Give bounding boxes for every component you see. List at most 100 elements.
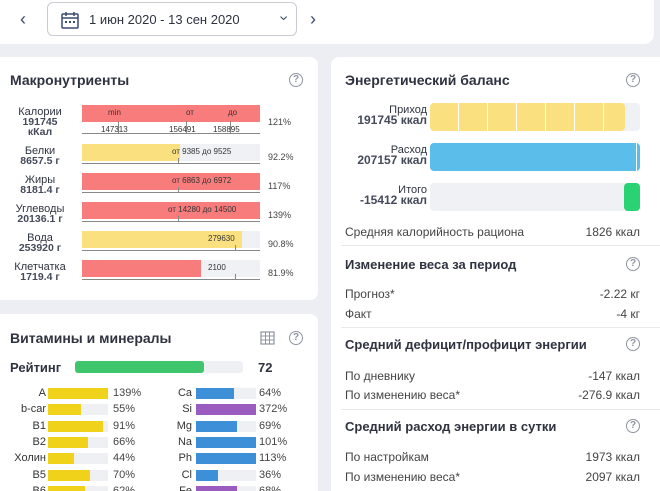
fact-value: -4 кг [616,307,640,321]
settings-value: 1973 ккал [585,450,640,464]
rating-label: Рейтинг [10,360,62,375]
energy-card: Энергетический баланс ? Приход 191745 кка… [331,57,660,491]
mineral-label: Ca [177,387,192,399]
prev-icon[interactable]: ‹ [20,9,26,29]
help-icon[interactable]: ? [289,331,303,345]
vitamin-label: B5 [32,468,46,481]
total-label: Итого -15412 ккал [359,184,427,207]
date-bar: ‹ 1 июн 2020 - 13 сен 2020 › › [0,0,654,44]
mineral-bar [196,388,256,399]
macro-range: от 9385 до 9525 [172,147,232,156]
macro-label: Калории 191745 кКал [18,106,62,138]
macro-range: 2100 [208,263,226,272]
macro-percent: 92.2% [268,152,294,162]
mineral-label: Si [182,403,192,416]
mineral-label: Mg [176,419,192,432]
table-icon[interactable] [260,331,275,345]
date-select[interactable]: 1 июн 2020 - 13 сен 2020 › [47,2,297,36]
income-bar [430,103,640,131]
diary-label: По дневнику [345,369,416,383]
help-icon[interactable]: ? [626,337,640,351]
macro-tick-label: от [186,108,194,117]
mineral-bar [196,436,256,448]
macro-title: Макронутриенты [10,72,130,88]
macro-percent: 117% [268,181,291,191]
macro-tick-label: min [108,108,121,117]
macro-bar [82,144,260,161]
calendar-icon [61,12,79,29]
next-icon[interactable]: › [310,9,316,29]
daily-title: Средний расход энергии в сутки [345,419,557,434]
macro-label: Вода 253920 г [18,232,62,254]
vitamin-label: B6 [32,484,46,491]
macro-range: 279630 [208,234,235,243]
macro-bar [82,260,260,277]
vitamin-percent: 91% [113,419,136,432]
help-icon[interactable]: ? [626,257,640,271]
settings-label: По настройкам [345,450,429,464]
deficit-title: Средний дефицит/профицит энергии [345,337,587,352]
mineral-bar [196,453,256,465]
vitamin-bar [48,388,108,399]
macro-tick-value: 156491 [169,125,196,134]
help-icon[interactable]: ? [626,73,640,87]
expense-bar [430,143,640,171]
vitamin-bar [48,485,108,491]
income-label: Приход 191745 ккал [357,104,427,127]
macro-tick-value: 147313 [101,125,128,134]
rating-bar [75,361,243,373]
macro-label: Клетчатка 1719.4 г [14,261,66,283]
total-bar [430,183,640,211]
forecast-value: -2.22 кг [599,287,640,301]
vitamin-percent: 44% [113,452,136,465]
date-range-text: 1 июн 2020 - 13 сен 2020 [89,12,240,27]
macro-label: Жиры 8181.4 г [20,174,60,196]
macro-percent: 139% [268,210,292,220]
mineral-percent: 36% [259,468,282,481]
vitamin-label: Холин [14,452,46,465]
mineral-label: Cl [181,468,192,481]
mineral-percent: 69% [259,419,282,432]
vitamin-percent: 70% [113,468,136,481]
mineral-percent: 372% [259,403,288,416]
vitamin-bar [48,404,108,416]
vitamin-percent: 139% [113,387,142,399]
vitamin-label: b-car [20,403,46,416]
macro-bar [82,202,260,219]
mineral-label: Na [177,435,192,448]
vitamin-percent: 55% [113,403,136,416]
wchange-label: По изменению веса* [345,388,460,402]
vitamin-percent: 62% [113,484,136,491]
help-icon[interactable]: ? [289,73,303,87]
diary-value: -147 ккал [588,369,640,383]
macro-tick-value: 158895 [213,125,240,134]
macro-bar [82,231,260,248]
vitamin-percent: 66% [113,435,136,448]
wchange2-value: 2097 ккал [585,470,640,484]
vitamin-bar [48,453,108,465]
vitamin-label: B2 [32,435,46,448]
chevron-down-icon: › [275,15,293,21]
weight-title: Изменение веса за период [345,257,517,272]
mineral-percent: 101% [259,435,288,448]
forecast-label: Прогноз* [345,287,395,301]
mineral-label: Ph [178,452,192,465]
mineral-bar [196,485,256,491]
vitamin-bar [48,469,108,481]
wchange-value: -276.9 ккал [578,388,640,402]
vitamins-title: Витамины и минералы [10,330,172,346]
vitamin-label: A [38,387,46,399]
fact-label: Факт [345,307,372,321]
help-icon[interactable]: ? [626,419,640,433]
macro-label: Углеводы 20136.1 г [15,203,65,225]
mineral-bar [196,404,256,416]
mineral-label: Fe [179,484,192,491]
avg-label: Средняя калорийность рациона [345,225,525,239]
energy-title: Энергетический баланс [345,72,510,88]
vitamin-label: B1 [32,419,46,432]
macro-label: Белки 8657.5 г [20,145,60,167]
wchange2-label: По изменению веса* [345,470,460,484]
mineral-percent: 68% [259,484,282,491]
avg-value: 1826 ккал [585,225,640,239]
expense-label: Расход 207157 ккал [357,144,427,167]
